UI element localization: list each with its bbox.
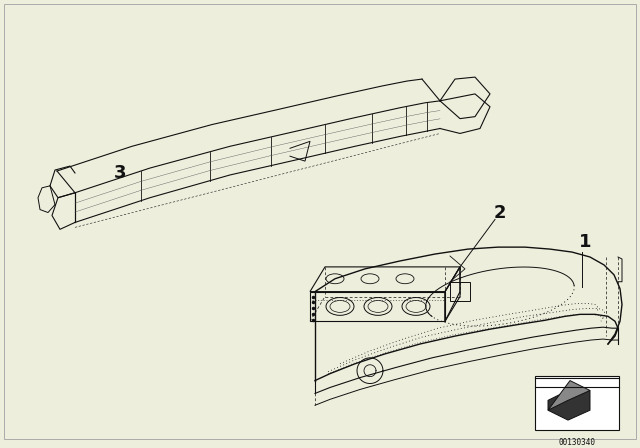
Ellipse shape [402,297,430,315]
Ellipse shape [326,297,354,315]
Ellipse shape [396,274,414,284]
Ellipse shape [361,274,379,284]
Text: 1: 1 [579,233,591,251]
Ellipse shape [326,274,344,284]
Ellipse shape [368,301,388,312]
Ellipse shape [406,301,426,312]
Ellipse shape [364,297,392,315]
Text: 2: 2 [493,203,506,221]
Text: 00130340: 00130340 [559,438,595,447]
Bar [535,375,619,430]
Polygon shape [548,391,590,420]
Polygon shape [548,380,590,410]
Ellipse shape [330,301,350,312]
Text: 3: 3 [114,164,126,182]
